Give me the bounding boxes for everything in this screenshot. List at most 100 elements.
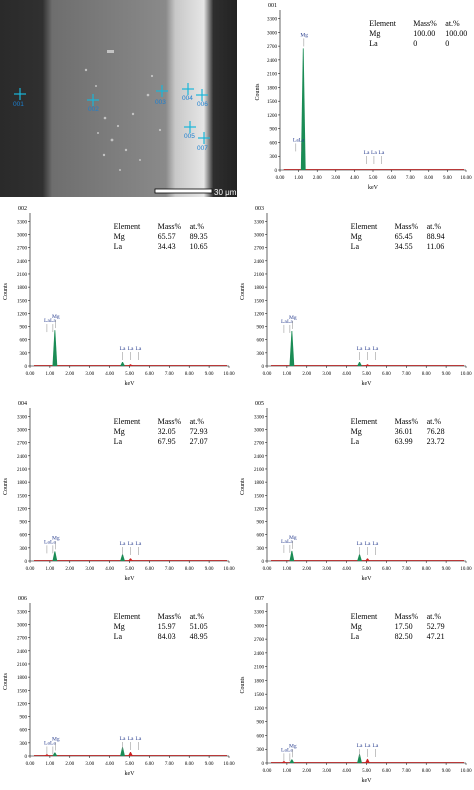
x-tick-label: 3.00 xyxy=(322,769,331,774)
la-marker-label: La xyxy=(50,318,56,324)
y-tick-label: 0 xyxy=(25,755,28,760)
table-cell: 48.95 xyxy=(190,632,208,641)
eds-panel-003: 003 0 300 600 900 1200 1500 1800 2100 2400 2700 300… xyxy=(237,203,474,393)
y-tick-label: 1800 xyxy=(254,679,265,684)
x-tick-label: 3.00 xyxy=(85,567,94,572)
x-tick-label: 6.00 xyxy=(382,372,391,377)
y-tick-label: 1500 xyxy=(17,494,28,499)
x-tick-label: 9.00 xyxy=(443,176,452,181)
panel-label: 004 xyxy=(18,401,27,407)
table-header-cell: Mass% xyxy=(413,19,437,28)
peak-la xyxy=(120,554,125,561)
y-tick-label: 900 xyxy=(20,521,28,526)
y-tick-label: 2100 xyxy=(17,468,28,473)
table-cell: 34.43 xyxy=(158,242,176,251)
y-tick-label: 1800 xyxy=(254,286,265,291)
table-header-cell: Element xyxy=(369,19,396,28)
y-tick-label: 900 xyxy=(20,326,28,331)
y-tick-label: 3300 xyxy=(17,610,28,615)
eds-panel-001: 001 0 300 600 900 1200 1500 1800 2100 2400 2700 300… xyxy=(252,0,474,197)
peak-mg xyxy=(289,759,295,763)
table-cell: Mg xyxy=(114,427,125,436)
y-tick-label: 3300 xyxy=(254,220,265,225)
x-tick-label: 2.00 xyxy=(313,176,322,181)
y-tick-label: 1800 xyxy=(267,86,278,91)
y-tick-label: 1200 xyxy=(254,707,265,712)
table-cell: Mg xyxy=(114,232,125,241)
x-tick-label: 10.00 xyxy=(460,372,472,377)
x-tick-label: 0.00 xyxy=(263,769,272,774)
point-marker-003: 003 xyxy=(155,85,168,106)
la-marker-label: La xyxy=(357,743,363,749)
x-tick-label: 9.00 xyxy=(442,372,451,377)
peak-la xyxy=(128,558,133,561)
x-tick-label: 4.00 xyxy=(342,567,351,572)
sem-particles xyxy=(84,50,162,171)
y-tick-label: 2100 xyxy=(17,663,28,668)
table-header-cell: Element xyxy=(114,612,141,621)
table-cell: 72.93 xyxy=(190,427,208,436)
table-cell: 88.94 xyxy=(427,232,445,241)
x-tick-label: 4.00 xyxy=(105,372,114,377)
point-marker-004: 004 xyxy=(182,83,194,102)
composition-table: Element Mass% at.% Mg 32.05 72.93 La 67.95 27.07 xyxy=(114,417,208,446)
table-cell: 11.06 xyxy=(427,242,445,251)
y-tick-label: 2400 xyxy=(267,59,278,64)
y-tick-label: 3000 xyxy=(254,234,265,239)
point-marker-005: 005 xyxy=(184,121,196,140)
composition-table: Element Mass% at.% Mg 17.50 52.79 La 82.50 47.21 xyxy=(351,612,445,641)
table-cell: 63.99 xyxy=(395,437,413,446)
la-marker-label: La xyxy=(44,539,50,545)
x-tick-label: 10.00 xyxy=(223,567,235,572)
table-cell: 65.45 xyxy=(395,232,413,241)
y-tick-label: 2100 xyxy=(17,273,28,278)
y-tick-label: 300 xyxy=(257,547,265,552)
x-tick-label: 10.00 xyxy=(460,176,472,181)
y-tick-label: 1500 xyxy=(267,100,278,105)
x-tick-label: 4.00 xyxy=(105,762,114,767)
la-marker-label: La xyxy=(287,319,293,325)
table-cell: 0 xyxy=(413,39,417,48)
x-tick-label: 1.00 xyxy=(283,372,292,377)
y-tick-label: 600 xyxy=(257,734,265,739)
x-tick-label: 2.00 xyxy=(65,567,74,572)
table-cell: 47.21 xyxy=(427,632,445,641)
table-cell: 15.97 xyxy=(158,622,176,631)
scale-label: 30 μm xyxy=(214,188,237,197)
table-cell: 32.05 xyxy=(158,427,176,436)
y-tick-label: 2400 xyxy=(17,455,28,460)
y-tick-label: 1800 xyxy=(17,481,28,486)
la-marker-label: La xyxy=(293,137,299,143)
x-tick-label: 5.00 xyxy=(362,769,371,774)
x-tick-label: 4.00 xyxy=(105,567,114,572)
point-label: 006 xyxy=(197,101,208,108)
x-axis-label: keV xyxy=(125,576,136,582)
y-tick-label: 1500 xyxy=(17,689,28,694)
mg-marker-label: Mg xyxy=(289,315,297,321)
x-tick-label: 3.00 xyxy=(322,372,331,377)
table-header-cell: Element xyxy=(351,222,378,231)
y-tick-label: 2700 xyxy=(267,45,278,50)
x-tick-label: 6.00 xyxy=(387,176,396,181)
y-tick-label: 3000 xyxy=(17,429,28,434)
peak-mg xyxy=(289,330,295,366)
y-tick-label: 3000 xyxy=(254,624,265,629)
composition-table: Element Mass% at.% Mg 65.45 88.94 La 34.55 11.06 xyxy=(351,222,445,251)
y-tick-label: 0 xyxy=(275,169,278,174)
y-tick-label: 2400 xyxy=(254,260,265,265)
y-tick-label: 900 xyxy=(257,326,265,331)
x-tick-label: 9.00 xyxy=(205,567,214,572)
table-cell: Mg xyxy=(351,622,362,631)
la-marker-label: La xyxy=(365,541,371,547)
y-tick-label: 1200 xyxy=(17,312,28,317)
table-header-cell: at.% xyxy=(190,417,205,426)
peak-mg xyxy=(52,330,58,366)
y-tick-label: 1500 xyxy=(254,299,265,304)
y-axis-label: Counts xyxy=(240,676,246,694)
sem-background xyxy=(0,0,237,197)
point-label: 004 xyxy=(182,95,193,102)
table-header-cell: at.% xyxy=(427,417,442,426)
la-marker-label: La xyxy=(136,736,142,742)
table-cell: La xyxy=(351,632,360,641)
x-tick-label: 5.00 xyxy=(125,372,134,377)
